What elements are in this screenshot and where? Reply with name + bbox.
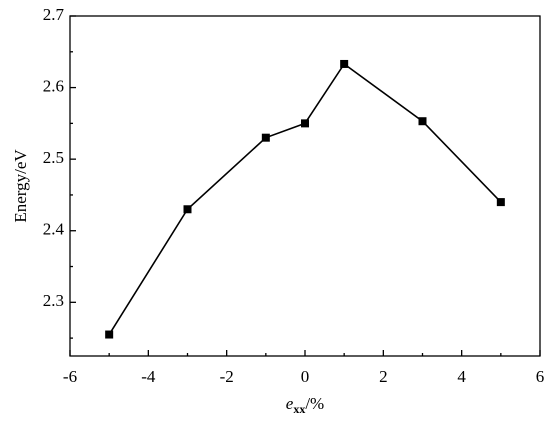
- data-point: [301, 119, 309, 128]
- x-axis-label: exx/%: [286, 394, 324, 416]
- x-label-subscript: xx: [293, 402, 305, 416]
- y-tick-label: 2.3: [43, 291, 64, 310]
- x-tick-label: -2: [220, 367, 234, 386]
- x-tick-label: 4: [457, 367, 466, 386]
- x-label-unit: /%: [305, 394, 324, 413]
- x-tick-label: 0: [301, 367, 310, 386]
- y-tick-label: 2.7: [43, 5, 65, 24]
- data-point: [105, 330, 114, 339]
- y-axis-label: Energy/eV: [11, 149, 30, 223]
- plot-frame: [69, 15, 541, 357]
- data-point: [261, 133, 270, 142]
- data-point: [183, 205, 192, 214]
- x-label-symbol: e: [286, 394, 294, 413]
- y-tick-label: 2.6: [43, 76, 64, 95]
- data-point: [496, 198, 505, 207]
- series-line: [108, 62, 502, 335]
- y-tick-label: 2.5: [43, 148, 64, 167]
- data-point: [418, 117, 427, 126]
- x-tick-label: -6: [63, 367, 77, 386]
- x-tick-label: 6: [536, 367, 545, 386]
- y-tick-label: 2.4: [43, 220, 65, 239]
- data-point: [340, 59, 349, 68]
- x-tick-label: -4: [141, 367, 156, 386]
- x-tick-label: 2: [379, 367, 388, 386]
